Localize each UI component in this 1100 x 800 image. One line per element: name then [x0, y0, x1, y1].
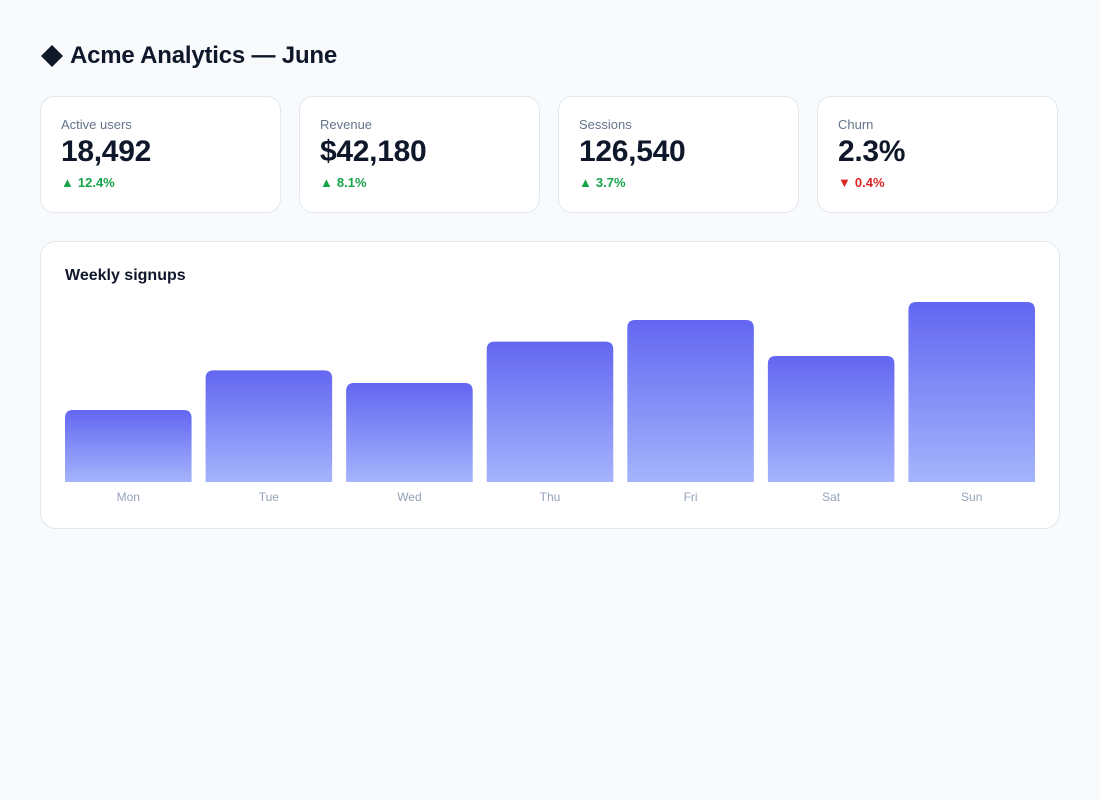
- x-tick-label-fri: Fri: [684, 490, 698, 504]
- stat-value: $42,180: [320, 135, 427, 168]
- page-header: Acme Analytics — June: [40, 40, 1060, 72]
- stat-value: 126,540: [579, 135, 686, 168]
- stat-card-active-users: Active users 18,492 ▲ 12.4%: [40, 96, 281, 213]
- bars-group: [65, 302, 1035, 482]
- weekly-signups-card: Weekly signups Mon Tue Wed Thu Fri Sat Sun: [40, 241, 1060, 529]
- arrow-up-icon: ▲: [320, 175, 333, 190]
- diamond-icon: [40, 44, 64, 68]
- stats-row: Active users 18,492 ▲ 12.4% Revenue $42,1…: [40, 96, 1060, 213]
- weekly-signups-chart: Mon Tue Wed Thu Fri Sat Sun: [65, 302, 1035, 504]
- page-title: Acme Analytics — June: [70, 42, 338, 69]
- bar-mon: [65, 410, 192, 482]
- stat-delta: ▲ 8.1%: [320, 175, 519, 191]
- x-tick-label-tue: Tue: [259, 490, 280, 504]
- bar-fri: [627, 320, 754, 482]
- stat-label: Sessions: [579, 117, 632, 132]
- stat-card-sessions: Sessions 126,540 ▲ 3.7%: [558, 96, 799, 213]
- stat-delta: ▲ 12.4%: [61, 175, 260, 191]
- stat-delta-value: 8.1%: [336, 175, 367, 190]
- bar-thu: [486, 341, 614, 482]
- stat-delta-value: 12.4%: [77, 175, 115, 190]
- stat-label: Revenue: [320, 117, 373, 132]
- stat-delta: ▲ 3.7%: [579, 175, 778, 191]
- arrow-down-icon: ▼: [838, 175, 851, 190]
- arrow-up-icon: ▲: [579, 175, 592, 190]
- stat-label: Active users: [61, 117, 132, 132]
- stat-delta-value: 0.4%: [854, 175, 885, 190]
- x-tick-label-thu: Thu: [540, 490, 561, 504]
- bar-tue: [205, 370, 333, 482]
- x-tick-label-sat: Sat: [822, 490, 841, 504]
- stat-card-churn: Churn 2.3% ▼ 0.4%: [817, 96, 1058, 213]
- stat-value: 18,492: [61, 135, 151, 168]
- stat-card-revenue: Revenue $42,180 ▲ 8.1%: [299, 96, 540, 213]
- x-tick-label-mon: Mon: [117, 490, 140, 504]
- bar-sun: [908, 302, 1035, 482]
- bar-sat: [767, 356, 895, 482]
- stat-label: Churn: [838, 117, 874, 132]
- stat-value: 2.3%: [838, 135, 906, 168]
- arrow-up-icon: ▲: [61, 175, 74, 190]
- stat-delta-value: 3.7%: [595, 175, 626, 190]
- chart-title: Weekly signups: [65, 267, 186, 284]
- bar-wed: [346, 383, 473, 482]
- x-tick-label-wed: Wed: [397, 490, 421, 504]
- x-axis-labels: Mon Tue Wed Thu Fri Sat Sun: [117, 490, 983, 504]
- x-tick-label-sun: Sun: [961, 490, 982, 504]
- stat-delta: ▼ 0.4%: [838, 175, 1037, 191]
